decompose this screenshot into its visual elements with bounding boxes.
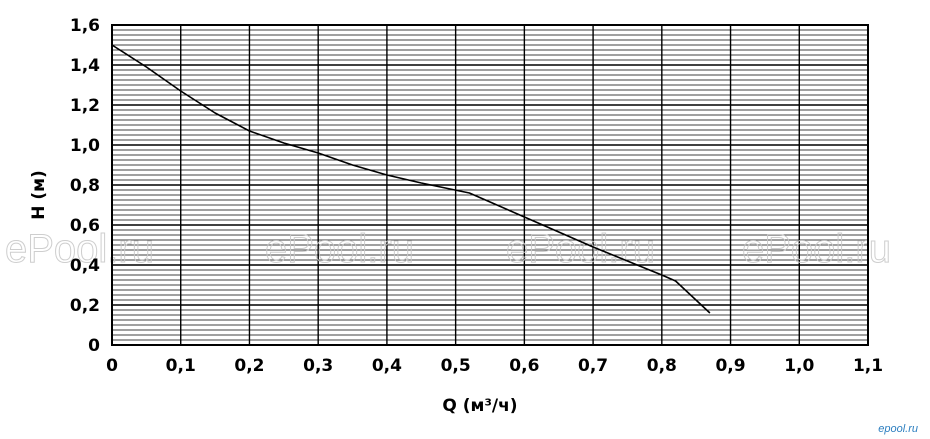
plot-border xyxy=(111,24,869,346)
x-tick-label: 0,7 xyxy=(578,356,608,376)
x-tick-label: 0,6 xyxy=(509,356,539,376)
plot-frame xyxy=(111,24,869,346)
y-tick-label: 1,6 xyxy=(70,16,100,36)
series-line xyxy=(111,44,711,314)
watermark-text: ePool.ru xyxy=(265,227,414,271)
brand-logo-text: epool.ru xyxy=(878,423,918,435)
x-tick-label: 0,1 xyxy=(166,356,196,376)
watermark-text: ePool.ru xyxy=(5,227,154,271)
y-tick-label: 1,0 xyxy=(70,136,100,156)
y-tick-label: 0,4 xyxy=(70,256,100,276)
x-tick-label: 1,1 xyxy=(853,356,883,376)
series-layer xyxy=(111,44,711,314)
x-tick-label: 0 xyxy=(106,356,118,376)
chart-grid xyxy=(112,25,868,345)
x-tick-label: 0,5 xyxy=(441,356,471,376)
x-tick-label: 0,2 xyxy=(234,356,264,376)
x-tick-label: 0,8 xyxy=(647,356,677,376)
x-axis-label: Q (м³/ч) xyxy=(442,396,517,416)
x-tick-labels: 0 0,1 0,2 0,3 0,4 0,5 0,6 0,7 0,8 0,9 1,0 1,1 xyxy=(106,356,883,376)
y-tick-label: 0 xyxy=(88,336,100,356)
y-tick-labels: 0 0,2 0,4 0,6 0,8 1,0 1,2 1,4 1,6 xyxy=(70,16,100,356)
x-tick-label: 0,3 xyxy=(303,356,333,376)
y-tick-label: 1,2 xyxy=(70,96,100,116)
x-tick-label: 0,9 xyxy=(715,356,745,376)
y-tick-label: 0,8 xyxy=(70,176,100,196)
x-tick-label: 0,4 xyxy=(372,356,402,376)
watermark-text: ePool.ru xyxy=(506,227,655,271)
watermark-text: ePool.ru xyxy=(742,227,891,271)
y-tick-label: 0,6 xyxy=(70,216,100,236)
y-tick-label: 0,2 xyxy=(70,296,100,316)
y-tick-label: 1,4 xyxy=(70,56,100,76)
watermark-layer: ePool.ru ePool.ru ePool.ru ePool.ru xyxy=(5,227,892,272)
x-tick-label: 1,0 xyxy=(784,356,814,376)
y-axis-label: H (м) xyxy=(29,170,49,220)
